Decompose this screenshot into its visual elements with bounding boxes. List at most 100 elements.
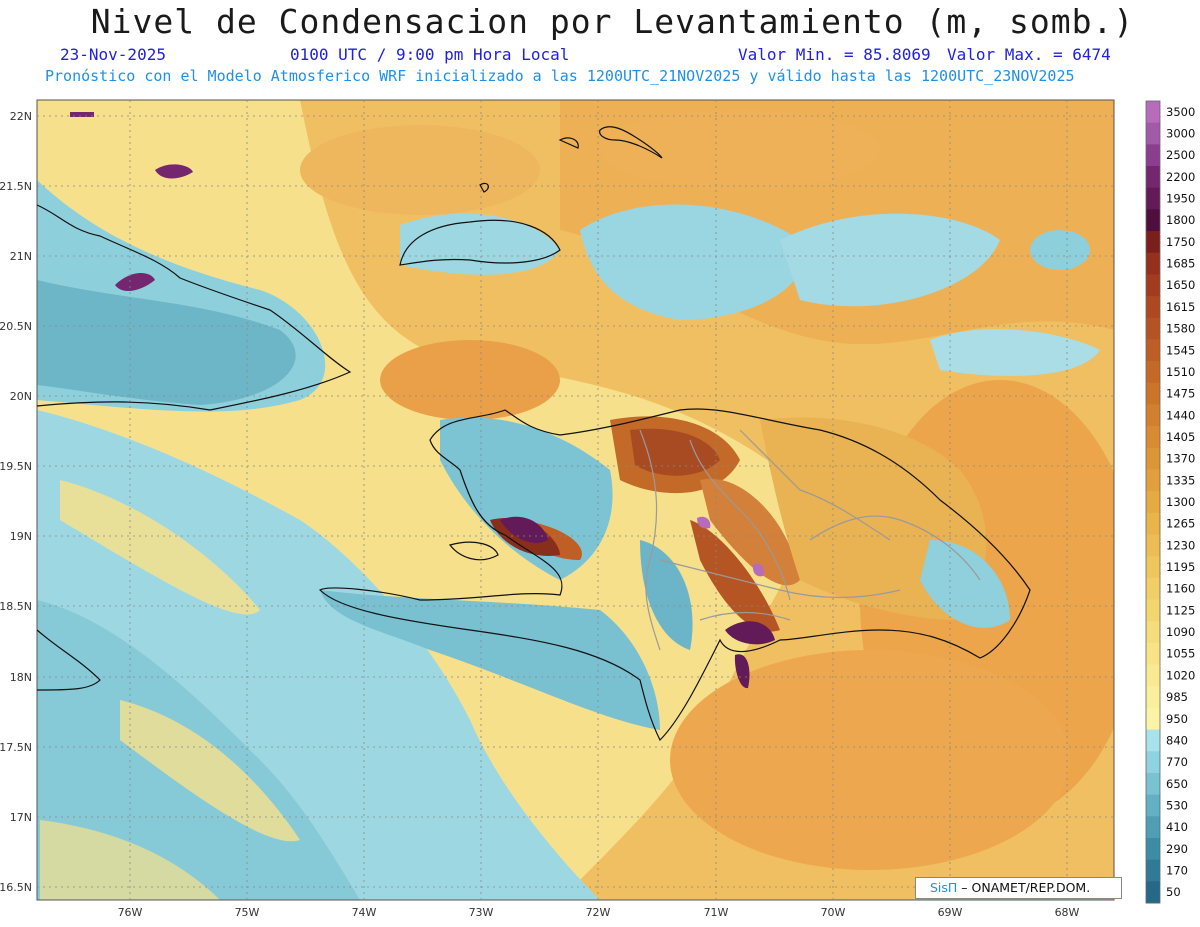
colorbar-label: 1195 <box>1166 560 1195 574</box>
colorbar-label: 840 <box>1166 733 1188 747</box>
colorbar-label: 1265 <box>1166 517 1195 531</box>
lat-label: 19.5N <box>0 460 32 473</box>
colorbar-swatch <box>1146 166 1160 189</box>
lat-label: 18.5N <box>0 600 32 613</box>
colorbar-swatch <box>1146 642 1160 666</box>
colorbar-label: 1230 <box>1166 538 1195 552</box>
colorbar-label: 1160 <box>1166 582 1195 596</box>
colorbar-label: 1300 <box>1166 495 1195 509</box>
colorbar-label: 1090 <box>1166 625 1195 639</box>
latitude-axis: 22N 21.5N 21N 20.5N 20N 19.5N 19N 18.5N … <box>0 110 32 894</box>
colorbar-label: 1950 <box>1166 192 1195 206</box>
lon-label: 69W <box>938 906 963 919</box>
lon-label: 70W <box>821 906 846 919</box>
colorbar-swatch <box>1146 317 1160 340</box>
colorbar-swatch <box>1146 209 1160 232</box>
colorbar-swatch <box>1146 686 1160 709</box>
colorbar-swatch <box>1146 664 1160 687</box>
colorbar-label: 530 <box>1166 798 1188 812</box>
colorbar-label: 2500 <box>1166 148 1195 162</box>
colorbar-swatch <box>1146 144 1160 167</box>
colorbar-label: 1055 <box>1166 647 1195 661</box>
min-value: Valor Min. = 85.8069 <box>738 45 931 64</box>
map-graticule <box>37 100 1114 900</box>
colorbar-swatch <box>1146 837 1160 861</box>
colorbar-swatch <box>1146 556 1160 579</box>
colorbar-label: 985 <box>1166 690 1188 704</box>
colorbar-swatch <box>1146 491 1160 514</box>
lon-label: 71W <box>704 906 729 919</box>
colorbar-label: 3000 <box>1166 127 1195 141</box>
colorbar-swatch <box>1146 296 1160 319</box>
lat-label: 17.5N <box>0 741 32 754</box>
colorbar-label: 1615 <box>1166 300 1195 314</box>
colorbar-swatch <box>1146 772 1160 796</box>
credit-text: – ONAMET/REP.DOM. <box>957 880 1091 895</box>
lon-label: 74W <box>352 906 377 919</box>
colorbar-swatch <box>1146 512 1160 536</box>
colorbar-swatch <box>1146 382 1160 405</box>
colorbar-swatch <box>1146 881 1160 904</box>
forecast-date: 23-Nov-2025 <box>60 45 166 64</box>
colorbar-label: 950 <box>1166 712 1188 726</box>
colorbar-label: 1510 <box>1166 365 1195 379</box>
lat-label: 22N <box>10 110 32 123</box>
colorbar-swatch <box>1146 187 1160 210</box>
colorbar-label: 170 <box>1166 863 1188 877</box>
colorbar-swatch <box>1146 859 1160 882</box>
lon-label: 68W <box>1055 906 1080 919</box>
colorbar-swatch <box>1146 707 1160 731</box>
colorbar-label: 1685 <box>1166 257 1195 271</box>
page-title: Nivel de Condensacion por Levantamiento … <box>90 2 1135 41</box>
colorbar-label: 3500 <box>1166 105 1195 119</box>
credit-box: SisΠ – ONAMET/REP.DOM. <box>915 877 1122 899</box>
lat-label: 19N <box>10 530 32 543</box>
colorbar-label: 1405 <box>1166 430 1195 444</box>
colorbar-swatch <box>1146 404 1160 427</box>
colorbar-swatch <box>1146 361 1160 384</box>
sispi-logo: SisΠ <box>930 880 958 895</box>
lat-label: 17N <box>10 811 32 824</box>
colorbar-swatch <box>1146 577 1160 601</box>
colorbar-swatch <box>1146 122 1160 145</box>
lon-label: 75W <box>235 906 260 919</box>
colorbar-swatch <box>1146 534 1160 557</box>
colorbar-swatch <box>1146 426 1160 449</box>
colorbar-label: 1125 <box>1166 603 1195 617</box>
lat-label: 21N <box>10 250 32 263</box>
colorbar-label: 1750 <box>1166 235 1195 249</box>
lat-label: 20.5N <box>0 320 32 333</box>
lat-label: 20N <box>10 390 32 403</box>
colorbar-label: 2200 <box>1166 170 1195 184</box>
colorbar-frame <box>1145 100 1161 904</box>
colorbar-label: 1020 <box>1166 668 1195 682</box>
lat-label: 21.5N <box>0 180 32 193</box>
lcl-shaded-field <box>37 100 1114 900</box>
colorbar-label: 1800 <box>1166 213 1195 227</box>
colorbar-label: 50 <box>1166 885 1181 899</box>
colorbar-label: 290 <box>1166 842 1188 856</box>
colorbar-swatch <box>1146 794 1160 817</box>
colorbar-swatch <box>1146 231 1160 254</box>
max-value: Valor Max. = 6474 <box>947 45 1111 64</box>
colorbar-swatch <box>1146 751 1160 774</box>
colorbar-swatch <box>1146 599 1160 622</box>
province-boundaries <box>639 429 981 651</box>
colorbar-label: 1545 <box>1166 343 1195 357</box>
colorbar-label: 650 <box>1166 777 1188 791</box>
colorbar-label: 1335 <box>1166 473 1195 487</box>
colorbar-label: 1650 <box>1166 278 1195 292</box>
colorbar: 3500 3000 2500 2200 1950 1800 1750 1685 1650 1615… <box>1145 100 1195 904</box>
colorbar-swatch <box>1146 469 1160 492</box>
model-info: Pronóstico con el Modelo Atmosferico WRF… <box>45 67 1075 85</box>
colorbar-label: 1580 <box>1166 322 1195 336</box>
colorbar-label: 410 <box>1166 820 1188 834</box>
colorbar-swatch <box>1146 101 1160 124</box>
colorbar-swatch <box>1146 274 1160 297</box>
colorbar-swatch <box>1146 252 1160 275</box>
coastlines <box>36 126 1031 742</box>
lon-label: 76W <box>118 906 143 919</box>
colorbar-swatch <box>1146 621 1160 644</box>
colorbar-swatch <box>1146 447 1160 470</box>
